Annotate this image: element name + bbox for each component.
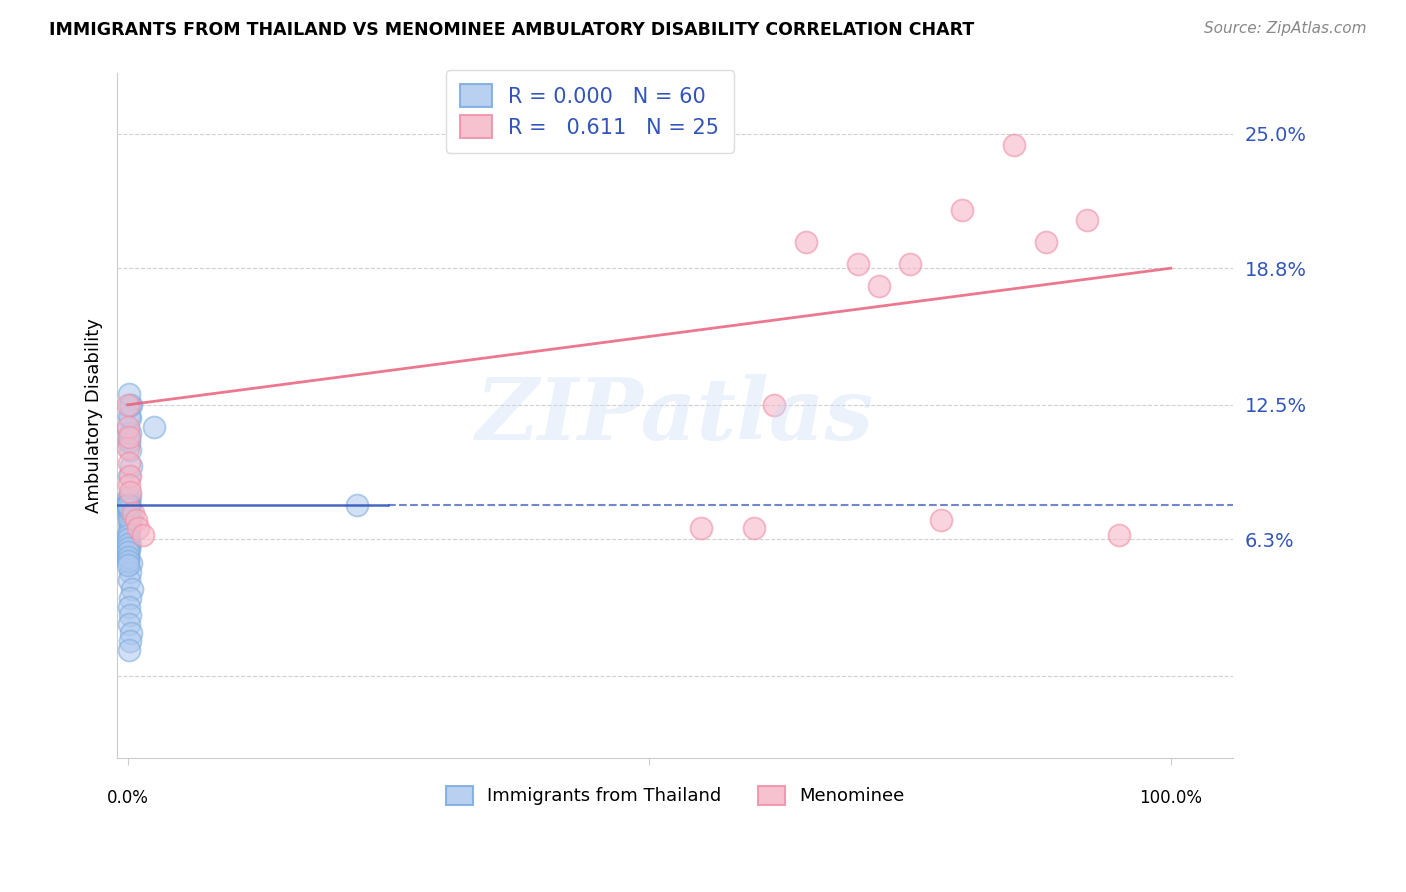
Point [117,498,139,512]
Point [868,278,890,293]
Point [118,493,141,508]
Point [117,398,139,412]
Point [118,515,141,529]
Point [118,528,141,542]
Point [118,434,141,449]
Point [118,489,141,503]
Point [118,478,141,492]
Text: ZIPatlas: ZIPatlas [477,374,875,458]
Point [118,498,141,512]
Point [794,235,817,249]
Point [120,625,142,640]
Point [118,608,141,623]
Point [117,502,139,516]
Point [118,410,141,425]
Point [117,533,139,547]
Point [117,545,139,559]
Point [1035,235,1057,249]
Point [117,495,139,509]
Text: IMMIGRANTS FROM THAILAND VS MENOMINEE AMBULATORY DISABILITY CORRELATION CHART: IMMIGRANTS FROM THAILAND VS MENOMINEE AM… [49,21,974,39]
Point [118,443,141,458]
Point [117,549,139,564]
Point [118,519,141,533]
Point [118,484,141,499]
Point [121,582,143,597]
Point [117,498,139,512]
Point [690,521,713,535]
Point [118,634,141,648]
Point [120,458,142,473]
Point [929,513,952,527]
Point [846,257,869,271]
Text: 0.0%: 0.0% [107,789,149,807]
Point [132,528,155,542]
Point [117,441,139,455]
Point [118,536,141,550]
Point [118,599,141,614]
Point [125,513,148,527]
Point [117,506,139,520]
Point [120,556,142,570]
Point [117,498,139,512]
Text: 100.0%: 100.0% [1139,789,1202,807]
Point [118,565,141,579]
Point [117,419,139,434]
Point [142,419,165,434]
Point [117,541,139,555]
Point [1076,213,1098,227]
Point [117,528,139,542]
Point [118,495,141,509]
Point [118,616,141,631]
Point [120,510,142,524]
Point [898,257,921,271]
Point [118,502,141,516]
Point [118,398,141,412]
Point [117,491,139,505]
Text: Source: ZipAtlas.com: Source: ZipAtlas.com [1204,21,1367,37]
Y-axis label: Ambulatory Disability: Ambulatory Disability [86,318,103,513]
Point [118,591,141,605]
Point [118,510,141,524]
Point [117,498,139,512]
Point [118,433,141,447]
Point [950,202,973,217]
Point [118,543,141,558]
Point [117,422,139,436]
Point [118,643,141,657]
Point [118,469,141,483]
Point [118,425,141,440]
Point [117,536,139,550]
Point [1002,137,1025,152]
Point [117,498,139,512]
Point [1108,528,1130,542]
Point [118,469,141,483]
Point [118,524,141,538]
Point [346,498,368,512]
Point [117,549,139,564]
Point [118,498,141,512]
Point [120,398,142,412]
Point [742,521,765,535]
Legend: Immigrants from Thailand, Menominee: Immigrants from Thailand, Menominee [437,776,914,814]
Point [118,387,141,401]
Point [121,506,143,520]
Point [763,398,786,412]
Point [118,498,141,512]
Point [118,456,141,470]
Point [118,574,141,588]
Point [117,554,139,568]
Point [118,506,141,520]
Point [127,521,149,535]
Point [118,498,141,512]
Point [117,558,139,573]
Point [118,409,141,423]
Point [118,430,141,444]
